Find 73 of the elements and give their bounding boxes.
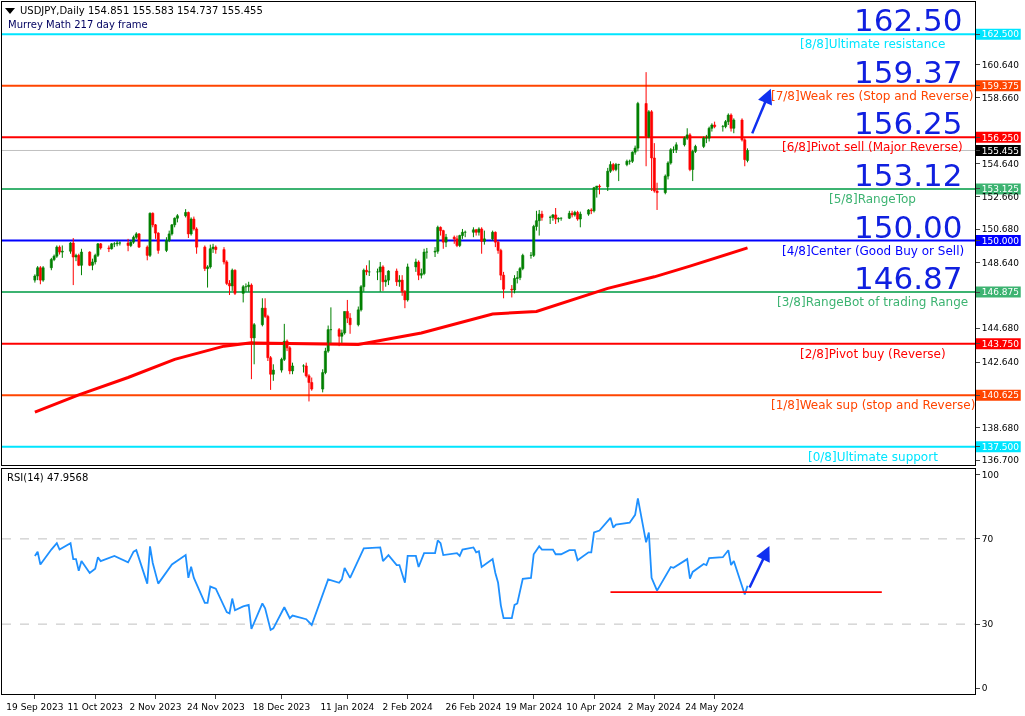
ref-line-label: [1/8]Weak sup (stop and Reverse) (771, 398, 976, 412)
ref-line-label: [8/8]Ultimate resistance (800, 37, 946, 51)
candlestick (55, 244, 59, 259)
candlestick (271, 363, 275, 382)
x-tick-label: 24 Nov 2023 (186, 701, 245, 712)
x-tick-label: 24 May 2024 (685, 701, 745, 712)
candlestick (99, 242, 103, 251)
ref-line-label: [7/8]Weak res (Stop and Reverse) (771, 89, 974, 103)
y-tick-label: 155.455 (981, 145, 1020, 156)
candlestick (247, 281, 251, 293)
candlestick (557, 216, 560, 223)
candlestick (452, 235, 456, 245)
y-tick-label: 156.250 (981, 132, 1020, 143)
x-tick-label: 11 Oct 2023 (67, 701, 124, 712)
x-tick-label: 2 May 2024 (627, 701, 682, 712)
candlestick (554, 207, 558, 225)
y-tick-label: 146.875 (981, 287, 1020, 298)
y-tick-label: 159.375 (981, 80, 1020, 91)
y-tick-label: 140.625 (981, 390, 1020, 401)
y-tick-label: 144.680 (981, 323, 1020, 334)
annotation: 146.87 (854, 260, 963, 296)
text: Murrey Math 217 day frame (8, 19, 148, 30)
y-tick-label: 160.640 (981, 60, 1020, 71)
candlestick (598, 183, 601, 195)
y-tick-label: 138.680 (981, 422, 1020, 433)
annotation: 162.50 (854, 2, 963, 38)
x-tick-label: 2 Feb 2024 (382, 701, 434, 712)
y-tick-label: 143.750 (981, 338, 1020, 349)
annotation: 156.25 (854, 105, 963, 141)
x-tick-label: 19 Sep 2023 (6, 701, 64, 712)
candlestick (587, 208, 590, 217)
candlestick (241, 284, 245, 303)
candlestick (365, 264, 368, 276)
candlestick (176, 213, 179, 223)
chart-title: USDJPY,Daily 154.851 155.583 154.737 155.455 (20, 5, 263, 16)
annotation: 150.00 (854, 209, 963, 245)
candlestick (384, 274, 388, 288)
y-tick-label: 0 (981, 683, 988, 694)
x-tick-label: 2 Nov 2023 (129, 701, 182, 712)
candlestick (732, 117, 736, 134)
y-tick-label: 154.640 (981, 159, 1020, 170)
x-tick-label: 19 Mar 2024 (505, 701, 563, 712)
candlestick (540, 210, 544, 222)
y-tick-label: 70 (981, 534, 994, 545)
y-tick-label: 150.000 (981, 235, 1020, 246)
y-tick-label: 136.700 (981, 455, 1020, 466)
ref-line-label: [0/8]Ultimate support (808, 450, 939, 464)
chart-title: RSI(14) 47.9568 (7, 472, 89, 483)
candlestick (58, 244, 61, 256)
ref-line-label: [2/8]Pivot buy (Reverse) (800, 347, 946, 361)
y-tick-label: 148.640 (981, 258, 1020, 269)
y-tick-label: 30 (981, 619, 994, 630)
y-tick-label: 100 (981, 470, 1000, 481)
y-tick-label: 162.500 (981, 29, 1020, 40)
y-tick-label: 137.500 (981, 441, 1020, 452)
x-tick-label: 10 Apr 2024 (566, 701, 623, 712)
candlestick (214, 244, 218, 255)
y-tick-label: 158.660 (981, 92, 1020, 103)
line-series (33, 497, 749, 631)
candlestick (252, 322, 256, 365)
x-tick-label: 18 Dec 2023 (252, 701, 311, 712)
annotation: 159.37 (854, 54, 963, 90)
y-tick-label: 150.680 (981, 224, 1020, 235)
ref-line-label: [5/8]RangeTop (829, 192, 916, 206)
x-tick-label: 11 Jan 2024 (320, 701, 375, 712)
annotation: 153.12 (854, 157, 963, 193)
y-tick-label: 142.640 (981, 357, 1020, 368)
ref-line-label: [3/8]RangeBot of trading Range (777, 295, 969, 309)
candlestick (510, 284, 514, 298)
ref-line-label: [6/8]Pivot sell (Major Reverse) (782, 140, 963, 154)
x-tick-label: 26 Feb 2024 (445, 701, 502, 712)
ref-line-label: [4/8]Center (Good Buy or Sell) (782, 244, 965, 258)
candlestick (291, 362, 294, 375)
